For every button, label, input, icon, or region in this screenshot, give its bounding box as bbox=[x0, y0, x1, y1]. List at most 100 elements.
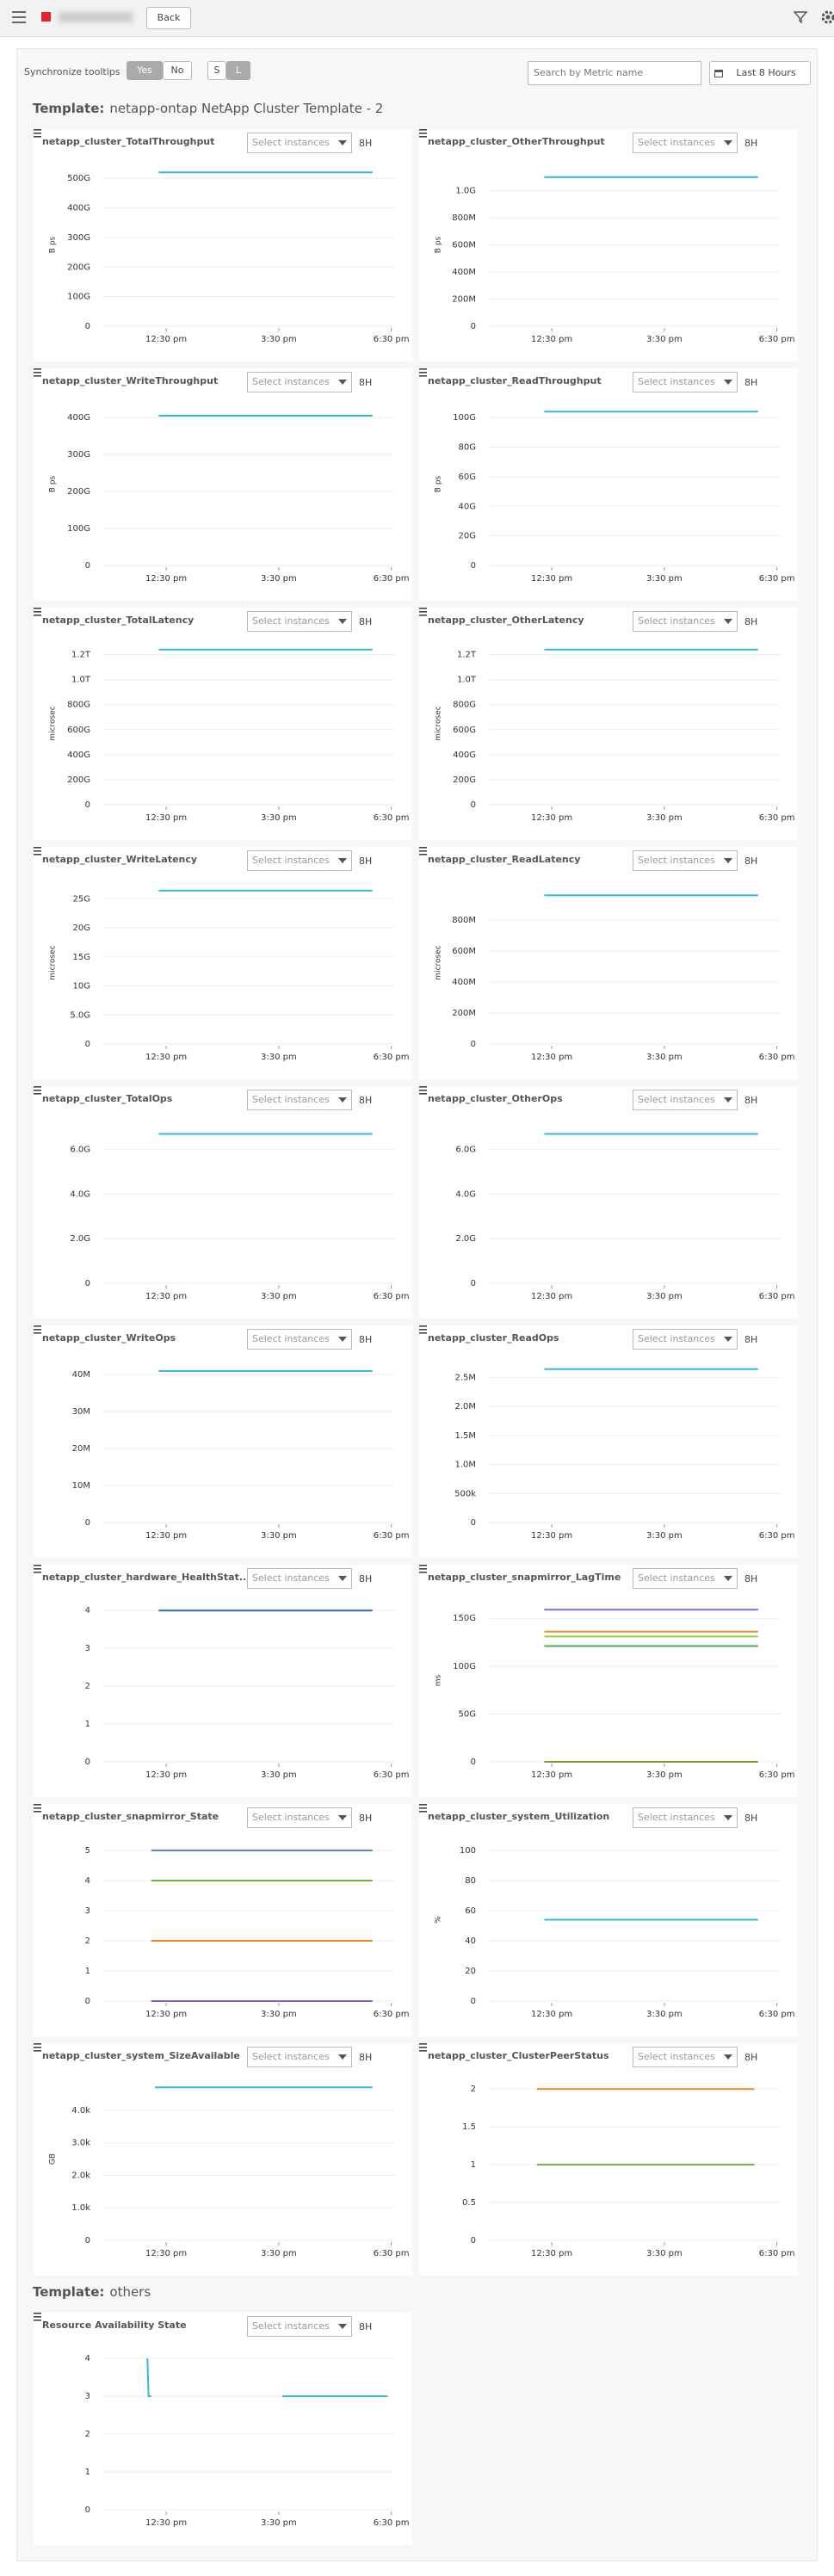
y-tick-label: 60 bbox=[465, 1906, 476, 1916]
y-tick-label: 400G bbox=[67, 413, 90, 423]
panel-menu[interactable] bbox=[34, 1325, 42, 1334]
back-button[interactable]: Back bbox=[146, 7, 191, 29]
instance-select[interactable]: Select instances bbox=[633, 2047, 738, 2067]
y-tick-label: 0.5 bbox=[462, 2198, 476, 2208]
yes-button[interactable]: Yes bbox=[127, 61, 163, 80]
x-tick-label: 3:30 pm bbox=[261, 1053, 297, 1062]
instance-select[interactable]: Select instances bbox=[633, 1329, 738, 1350]
menu-bar bbox=[34, 2320, 41, 2321]
instance-select[interactable]: Select instances bbox=[247, 1329, 352, 1350]
no-button[interactable]: No bbox=[163, 61, 192, 80]
panel-menu[interactable] bbox=[34, 1804, 42, 1813]
menu-bar bbox=[34, 1565, 41, 1566]
panel-menu[interactable] bbox=[419, 847, 428, 856]
panel-menu[interactable] bbox=[419, 1804, 428, 1813]
menu-bar bbox=[34, 1332, 41, 1334]
instance-select[interactable]: Select instances bbox=[633, 1090, 738, 1110]
y-tick-label: 2.0G bbox=[70, 1234, 90, 1244]
panel-menu[interactable] bbox=[34, 368, 42, 377]
chart: 0 10M 20M 30M 40M 12:30 pm 3:30 pm 6:30 pm bbox=[72, 1369, 410, 1541]
instance-select[interactable]: Select instances bbox=[247, 372, 352, 392]
panel-menu[interactable] bbox=[34, 608, 42, 616]
panel-menu[interactable] bbox=[419, 1086, 428, 1095]
panel-menu[interactable] bbox=[419, 2043, 428, 2052]
panel-title: netapp_cluster_system_Utilization bbox=[428, 1811, 610, 1822]
instance-select[interactable]: Select instances bbox=[633, 133, 738, 153]
x-tick-label: 12:30 pm bbox=[145, 813, 187, 823]
window-label: 8H bbox=[744, 138, 758, 149]
menu-bar bbox=[34, 2047, 41, 2048]
panel-menu[interactable] bbox=[34, 1086, 42, 1095]
x-tick-label: 3:30 pm bbox=[261, 1531, 297, 1541]
x-tick-label: 6:30 pm bbox=[374, 574, 410, 584]
panel-title: netapp_cluster_OtherLatency bbox=[428, 615, 584, 626]
blurred-name bbox=[59, 12, 133, 22]
menu-bar bbox=[419, 1086, 427, 1088]
instance-select[interactable]: Select instances bbox=[247, 850, 352, 871]
menu-bar bbox=[34, 136, 41, 138]
y-tick-label: 500G bbox=[67, 174, 90, 183]
panel-menu[interactable] bbox=[34, 129, 42, 138]
l-button[interactable]: L bbox=[226, 61, 250, 80]
settings-icon[interactable] bbox=[820, 9, 834, 25]
series-line bbox=[146, 2358, 388, 2398]
y-tick-label: 4.0G bbox=[455, 1189, 476, 1199]
y-tick-label: 800M bbox=[452, 916, 476, 925]
panel-menu[interactable] bbox=[34, 2043, 42, 2052]
x-tick-label: 12:30 pm bbox=[531, 335, 572, 344]
panel-menu[interactable] bbox=[34, 847, 42, 856]
panel-title: netapp_cluster_ReadLatency bbox=[428, 854, 581, 865]
y-tick-label: 4 bbox=[85, 2354, 90, 2363]
instance-select[interactable]: Select instances bbox=[247, 1568, 352, 1589]
panel-menu[interactable] bbox=[419, 129, 428, 138]
instance-select[interactable]: Select instances bbox=[633, 1807, 738, 1828]
menu-bar bbox=[34, 1811, 41, 1813]
x-tick-label: 12:30 pm bbox=[531, 1053, 572, 1062]
y-tick-label: 800G bbox=[453, 701, 476, 710]
y-tick-label: 2 bbox=[85, 1937, 90, 1946]
chart: 0 1 2 3 4 12:30 pm 3:30 pm 6:30 pm bbox=[85, 1606, 410, 1780]
window-label: 8H bbox=[359, 1334, 373, 1345]
y-tick-label: 100G bbox=[67, 524, 90, 534]
y-tick-label: 2 bbox=[471, 2085, 476, 2094]
panel-menu[interactable] bbox=[34, 2313, 42, 2321]
x-tick-label: 6:30 pm bbox=[374, 813, 410, 823]
instance-select[interactable]: Select instances bbox=[633, 372, 738, 392]
y-tick-label: 300G bbox=[67, 450, 90, 460]
panel-menu[interactable] bbox=[419, 1565, 428, 1573]
panel-menu[interactable] bbox=[419, 608, 428, 616]
template-title: Template: netapp-ontap NetApp Cluster Tem… bbox=[33, 101, 383, 116]
panel-title: netapp_cluster_snapmirror_LagTime bbox=[428, 1572, 621, 1583]
panel-title: netapp_cluster_ClusterPeerStatus bbox=[428, 2050, 609, 2061]
panel-menu[interactable] bbox=[419, 1325, 428, 1334]
y-tick-label: 400G bbox=[67, 751, 90, 760]
instance-select[interactable]: Select instances bbox=[633, 611, 738, 632]
menu-icon[interactable] bbox=[12, 11, 28, 23]
search-input[interactable]: Search by Metric name bbox=[528, 61, 701, 85]
instance-select[interactable]: Select instances bbox=[247, 611, 352, 632]
y-tick-label: 600G bbox=[453, 726, 476, 735]
instance-select[interactable]: Select instances bbox=[247, 133, 352, 153]
y-tick-label: 3.0k bbox=[71, 2139, 90, 2148]
window-label: 8H bbox=[744, 377, 758, 388]
instance-select[interactable]: Select instances bbox=[247, 1090, 352, 1110]
s-button[interactable]: S bbox=[207, 61, 226, 80]
instance-select[interactable]: Select instances bbox=[633, 1568, 738, 1589]
y-axis-label: B ps bbox=[49, 236, 58, 253]
panel-menu[interactable] bbox=[419, 368, 428, 377]
chart-panel: 0 20 40 60 80 100 12:30 pm 3:30 pm 6:30 pm% netap… bbox=[419, 1804, 798, 2036]
panel-menu[interactable] bbox=[34, 1565, 42, 1573]
y-tick-label: 40G bbox=[459, 502, 476, 511]
instance-select[interactable]: Select instances bbox=[247, 2047, 352, 2067]
instance-select[interactable]: Select instances bbox=[633, 850, 738, 871]
menu-bar bbox=[419, 136, 427, 138]
calendar-icon bbox=[714, 70, 723, 77]
filter-icon[interactable] bbox=[794, 10, 807, 24]
y-tick-label: 1.0G bbox=[455, 187, 476, 196]
instance-select[interactable]: Select instances bbox=[247, 1807, 352, 1828]
instance-select[interactable]: Select instances bbox=[247, 2316, 352, 2337]
y-tick-label: 200M bbox=[452, 295, 476, 305]
x-tick-label: 3:30 pm bbox=[261, 1770, 297, 1780]
menu-bar bbox=[34, 1572, 41, 1573]
range-button[interactable]: Last 8 Hours bbox=[709, 61, 811, 85]
